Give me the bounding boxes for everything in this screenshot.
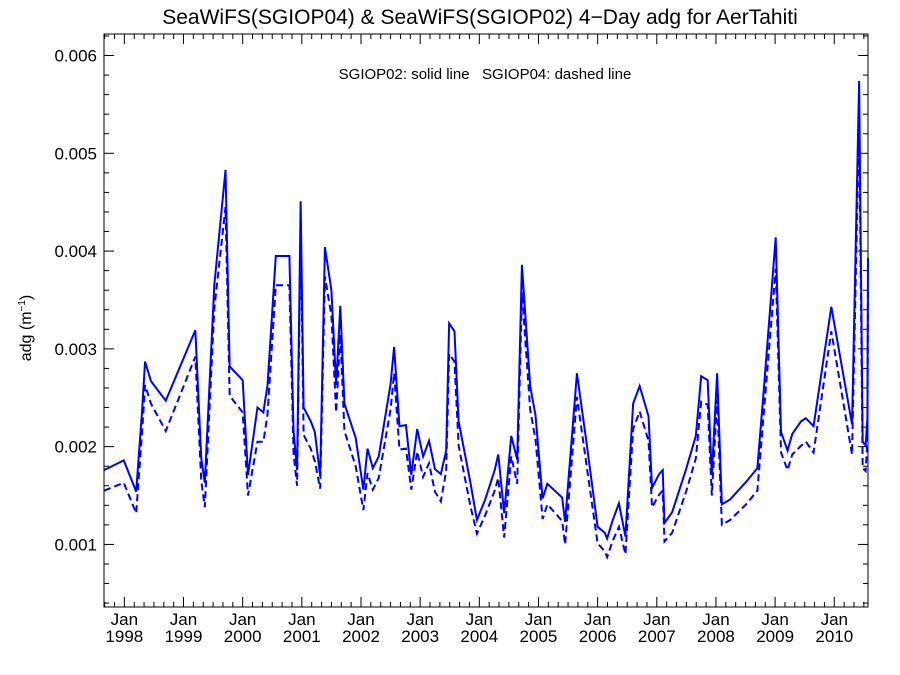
x-tick-year-label: 2000 bbox=[224, 627, 262, 646]
x-tick-year-label: 2006 bbox=[579, 627, 617, 646]
y-tick-label: 0.006 bbox=[54, 47, 97, 66]
x-tick-year-label: 2008 bbox=[697, 627, 735, 646]
x-tick-year-label: 1998 bbox=[105, 627, 143, 646]
x-tick-month-label: Jan bbox=[525, 610, 552, 629]
y-tick-label: 0.005 bbox=[54, 144, 97, 163]
x-tick-month-label: Jan bbox=[229, 610, 256, 629]
x-tick-month-label: Jan bbox=[111, 610, 138, 629]
y-axis-label-exponent: −1 bbox=[17, 300, 28, 312]
x-tick-year-label: 2001 bbox=[283, 627, 321, 646]
x-tick-year-label: 2002 bbox=[342, 627, 380, 646]
x-tick-year-label: 2005 bbox=[520, 627, 558, 646]
x-tick-month-label: Jan bbox=[466, 610, 493, 629]
x-tick-month-label: Jan bbox=[702, 610, 729, 629]
x-tick-month-label: Jan bbox=[761, 610, 788, 629]
x-tick-year-label: 2009 bbox=[756, 627, 794, 646]
x-tick-month-label: Jan bbox=[347, 610, 374, 629]
y-tick-label: 0.004 bbox=[54, 242, 97, 261]
line-style-annotation: SGIOP02: solid line SGIOP04: dashed line bbox=[339, 66, 632, 83]
x-tick-year-label: 2004 bbox=[460, 627, 498, 646]
x-tick-month-label: Jan bbox=[643, 610, 670, 629]
x-tick-month-label: Jan bbox=[170, 610, 197, 629]
x-tick-year-label: 2010 bbox=[815, 627, 853, 646]
y-tick-label: 0.001 bbox=[54, 535, 97, 554]
plot-area: 0.0010.0020.0030.0040.0050.006Jan1998Jan… bbox=[54, 33, 869, 646]
series-line-sgiop04 bbox=[103, 119, 869, 561]
y-tick-label: 0.002 bbox=[54, 438, 97, 457]
x-tick-month-label: Jan bbox=[584, 610, 611, 629]
x-tick-year-label: 1999 bbox=[165, 627, 203, 646]
x-tick-month-label: Jan bbox=[821, 610, 848, 629]
x-tick-year-label: 2003 bbox=[401, 627, 439, 646]
chart-title: SeaWiFS(SGIOP04) & SeaWiFS(SGIOP02) 4−Da… bbox=[162, 6, 798, 29]
plot-frame bbox=[103, 33, 869, 608]
y-tick-label: 0.003 bbox=[54, 340, 97, 359]
y-axis-label: adg (m−1) bbox=[17, 295, 35, 362]
x-tick-month-label: Jan bbox=[288, 610, 315, 629]
x-tick-year-label: 2007 bbox=[638, 627, 676, 646]
x-tick-month-label: Jan bbox=[406, 610, 433, 629]
series-line-sgiop02 bbox=[103, 80, 869, 542]
